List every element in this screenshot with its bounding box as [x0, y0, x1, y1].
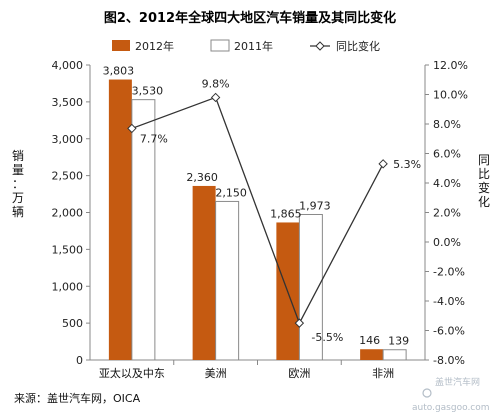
y2-axis-title-char: 变 — [478, 180, 490, 195]
watermark-logo: 盖世汽车网 auto.gasgoo.com — [412, 376, 490, 413]
y-axis-title-char: 万 — [12, 191, 24, 205]
bar-2012 — [360, 349, 384, 360]
y2-tick-label: 12.0% — [433, 59, 468, 72]
y-tick-label: 1,500 — [52, 243, 84, 256]
yoy-line — [131, 96, 384, 325]
watermark-site: auto.gasgoo.com — [412, 403, 490, 413]
y2-tick-label: 0.0% — [433, 236, 461, 249]
y2-tick-label: -8.0% — [433, 354, 465, 367]
y2-axis-title-char: 化 — [478, 195, 490, 209]
y2-tick-label: -4.0% — [433, 295, 465, 308]
y2-tick-label: -2.0% — [433, 266, 465, 279]
legend: 2012年 2011年 同比变化 — [112, 39, 380, 53]
watermark-name: 盖世汽车网 — [435, 376, 480, 388]
legend-marker-yoy — [315, 41, 325, 51]
y-axis-title-char: 量 — [12, 163, 24, 177]
source-note: 来源：盖世汽车网，OICA — [14, 391, 141, 405]
x-tick-label: 美洲 — [205, 367, 227, 380]
y2-tick-label: 2.0% — [433, 207, 461, 220]
bar-2011 — [298, 213, 323, 361]
chart-title: 图2、2012年全球四大地区汽车销量及其同比变化 — [104, 10, 396, 26]
y2-tick-label: -6.0% — [433, 325, 465, 338]
x-tick-label: 非洲 — [372, 367, 394, 380]
legend-swatch-2011 — [210, 39, 230, 52]
y-tick-label: 500 — [62, 317, 83, 330]
data-label-2012: 3,803 — [103, 65, 135, 78]
y2-tick-label: 6.0% — [433, 148, 461, 161]
yoy-data-label: 7.7% — [140, 132, 168, 145]
legend-label-2011: 2011年 — [234, 39, 273, 53]
y2-tick-label: 4.0% — [433, 177, 461, 190]
bar-2012 — [192, 185, 216, 360]
plot-area: 0 500 1,000 1,500 2,000 2,500 3,000 3,500 4,000 -… — [52, 59, 468, 380]
data-label-2012: 2,360 — [186, 171, 218, 184]
x-tick-label: 欧洲 — [288, 367, 310, 380]
yoy-marker — [294, 318, 305, 328]
y-axis-title-char: ： — [12, 177, 24, 191]
legend-swatch-2012 — [112, 40, 130, 51]
y2-axis-title-char: 同 — [478, 153, 490, 167]
yoy-data-label: -5.5% — [311, 331, 343, 344]
data-label-2011: 1,973 — [299, 199, 331, 212]
data-label-2012: 1,865 — [270, 207, 302, 220]
y-tick-label: 3,000 — [52, 133, 84, 146]
y2-axis-title: 同比变化 — [478, 153, 490, 209]
y-tick-label: 4,000 — [52, 59, 84, 72]
yoy-marker — [127, 123, 137, 134]
data-label-2011: 2,150 — [215, 186, 247, 199]
y-tick-label: 3,500 — [52, 96, 84, 109]
y2-tick-label: 8.0% — [433, 118, 461, 131]
y2-axis-title-char: 比 — [478, 167, 490, 181]
data-label-2011: 3,530 — [132, 85, 164, 98]
bar-2011 — [131, 99, 156, 361]
yoy-marker — [378, 159, 388, 169]
y-tick-label: 0 — [76, 354, 83, 367]
y2-tick-label: 10.0% — [433, 89, 468, 102]
y-axis-title: 销量：万辆 — [12, 149, 24, 219]
bar-2011 — [382, 349, 407, 361]
y-axis-title-char: 销 — [12, 149, 24, 163]
bar-2011 — [215, 200, 240, 361]
data-label-2012: 146 — [359, 334, 380, 347]
y-tick-label: 2,500 — [52, 170, 84, 183]
bar-2012 — [108, 79, 132, 360]
data-label-2011: 139 — [388, 335, 409, 348]
legend-label-2012: 2012年 — [135, 39, 174, 53]
legend-label-yoy: 同比变化 — [336, 39, 380, 53]
x-tick-label: 亚太以及中东 — [99, 367, 165, 380]
y-axis-title-char: 辆 — [12, 205, 24, 219]
y-tick-label: 1,000 — [52, 280, 84, 293]
yoy-data-label: 9.8% — [202, 77, 230, 90]
yoy-data-label: 5.3% — [393, 158, 421, 171]
yoy-marker — [210, 92, 221, 103]
y-tick-label: 2,000 — [52, 207, 84, 220]
